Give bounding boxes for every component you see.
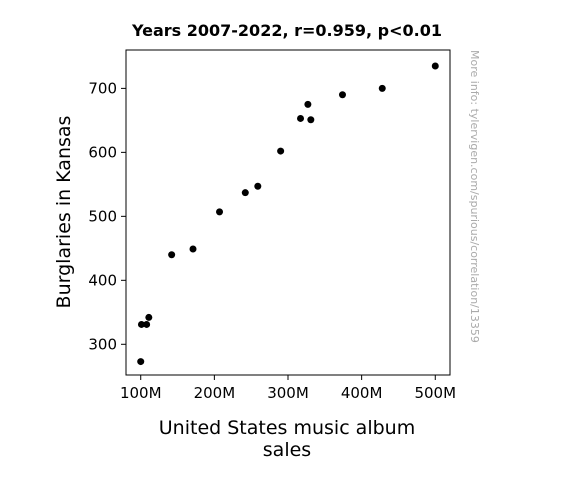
data-point [378, 84, 386, 92]
data-point [137, 358, 145, 366]
y-tick-label: 300 [88, 335, 117, 353]
data-points [137, 62, 439, 366]
x-tick-label: 200M [194, 384, 236, 402]
data-point [143, 320, 151, 328]
data-point [297, 114, 305, 122]
data-point [431, 62, 439, 70]
x-tick-label: 100M [120, 384, 162, 402]
data-point [216, 208, 224, 216]
data-point [168, 251, 176, 259]
y-axis-label: Burglaries in Kansas [53, 116, 75, 309]
y-tick-label: 600 [88, 143, 117, 161]
x-axis-label-line-2: sales [263, 439, 311, 461]
x-axis-ticks: 100M 200M 300M 400M 500M [120, 375, 456, 402]
x-tick-label: 400M [341, 384, 383, 402]
data-point [277, 147, 285, 155]
chart-title: Years 2007-2022, r=0.959, p<0.01 [131, 21, 442, 40]
y-axis-ticks: 300 400 500 600 700 [88, 79, 126, 353]
x-axis-label-line-1: United States music album [159, 417, 415, 439]
data-point [304, 100, 312, 108]
x-tick-label: 300M [267, 384, 309, 402]
data-point [137, 320, 145, 328]
data-point [189, 245, 197, 253]
data-point [338, 91, 346, 99]
y-tick-label: 400 [88, 271, 117, 289]
y-tick-label: 700 [88, 79, 117, 97]
data-point [145, 313, 153, 321]
source-watermark: More info: tylervigen.com/spurious/corre… [468, 50, 481, 343]
data-point [254, 182, 262, 190]
y-tick-label: 500 [88, 207, 117, 225]
data-point [307, 116, 315, 124]
x-tick-label: 500M [414, 384, 456, 402]
data-point [241, 189, 249, 197]
